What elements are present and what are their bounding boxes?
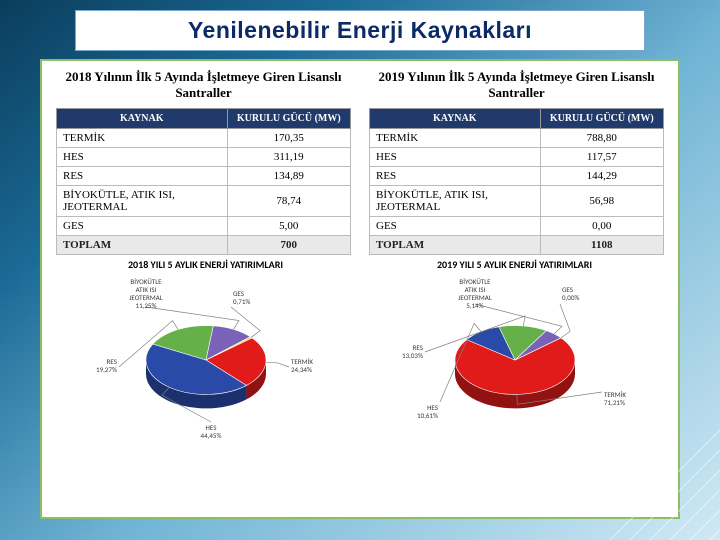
pie-label: 11,25% — [135, 301, 156, 310]
table-row: RES134,89 — [57, 166, 351, 185]
col-kaynak: KAYNAK — [370, 108, 541, 128]
panel-2019: 2019 Yılının İlk 5 Ayında İşletmeye Gire… — [369, 69, 664, 255]
table-row: TERMİK788,80 — [370, 128, 664, 147]
cell-source: BİYOKÜTLE, ATIK ISI, JEOTERMAL — [370, 185, 541, 216]
chart-panel-2018: 2018 YILI 5 AYLIK ENERJİ YATIRIMLARI TER… — [56, 259, 355, 512]
cell-value: 311,19 — [227, 147, 350, 166]
pie-chart-2019: TERMİK71,21%HES10,61%RES13,03%BİYOKÜTLEA… — [370, 272, 660, 442]
cell-value: 144,29 — [540, 166, 663, 185]
col-kaynak: KAYNAK — [57, 108, 228, 128]
cell-source: GES — [370, 216, 541, 235]
chart-title-2019: 2019 YILI 5 AYLIK ENERJİ YATIRIMLARI — [437, 259, 592, 270]
table-row: HES117,57 — [370, 147, 664, 166]
cell-value: 78,74 — [227, 185, 350, 216]
table-row: GES5,00 — [57, 216, 351, 235]
col-guc: KURULU GÜCÜ (MW) — [227, 108, 350, 128]
chart-title-2018: 2018 YILI 5 AYLIK ENERJİ YATIRIMLARI — [128, 259, 283, 270]
cell-value: 134,89 — [227, 166, 350, 185]
cell-source: TERMİK — [57, 128, 228, 147]
cell-source: RES — [57, 166, 228, 185]
table-row-total: TOPLAM1108 — [370, 235, 664, 254]
cell-value: 788,80 — [540, 128, 663, 147]
table-row: GES0,00 — [370, 216, 664, 235]
pie-label: 5,14% — [466, 301, 483, 310]
pie-label: 44,45% — [200, 431, 221, 440]
cell-value: 5,00 — [227, 216, 350, 235]
panel-title-2018: 2018 Yılının İlk 5 Ayında İşletmeye Gire… — [56, 69, 351, 102]
panel-title-2019: 2019 Yılının İlk 5 Ayında İşletmeye Gire… — [369, 69, 664, 102]
cell-source: TERMİK — [370, 128, 541, 147]
cell-value: 117,57 — [540, 147, 663, 166]
cell-value: 170,35 — [227, 128, 350, 147]
table-2019: KAYNAK KURULU GÜCÜ (MW) TERMİK788,80HES1… — [369, 108, 664, 255]
page-title: Yenilenebilir Enerji Kaynakları — [75, 10, 645, 51]
table-2018: KAYNAK KURULU GÜCÜ (MW) TERMİK170,35HES3… — [56, 108, 351, 255]
cell-source: HES — [370, 147, 541, 166]
pie-label: 19,27% — [96, 365, 117, 374]
panel-2018: 2018 Yılının İlk 5 Ayında İşletmeye Gire… — [56, 69, 351, 255]
pie-label: 0,00% — [562, 293, 579, 302]
pie-label: 10,61% — [417, 411, 438, 420]
cell-source: RES — [370, 166, 541, 185]
chart-panel-2019: 2019 YILI 5 AYLIK ENERJİ YATIRIMLARI TER… — [365, 259, 664, 512]
pie-label: 13,03% — [402, 351, 423, 360]
cell-value: 56,98 — [540, 185, 663, 216]
table-row: HES311,19 — [57, 147, 351, 166]
table-row: BİYOKÜTLE, ATIK ISI, JEOTERMAL78,74 — [57, 185, 351, 216]
cell-source: GES — [57, 216, 228, 235]
pie-label: 71,21% — [604, 398, 625, 407]
cell-source: HES — [57, 147, 228, 166]
cell-value: 0,00 — [540, 216, 663, 235]
content-box: 2018 Yılının İlk 5 Ayında İşletmeye Gire… — [40, 59, 680, 519]
pie-label: 0,71% — [233, 297, 250, 306]
cell-source: BİYOKÜTLE, ATIK ISI, JEOTERMAL — [57, 185, 228, 216]
pie-label: 24,34% — [291, 365, 312, 374]
table-row: RES144,29 — [370, 166, 664, 185]
table-row: TERMİK170,35 — [57, 128, 351, 147]
table-row-total: TOPLAM700 — [57, 235, 351, 254]
table-row: BİYOKÜTLE, ATIK ISI, JEOTERMAL56,98 — [370, 185, 664, 216]
col-guc: KURULU GÜCÜ (MW) — [540, 108, 663, 128]
pie-chart-2018: TERMİK24,34%HES44,45%RES19,27%BİYOKÜTLEA… — [61, 272, 351, 442]
